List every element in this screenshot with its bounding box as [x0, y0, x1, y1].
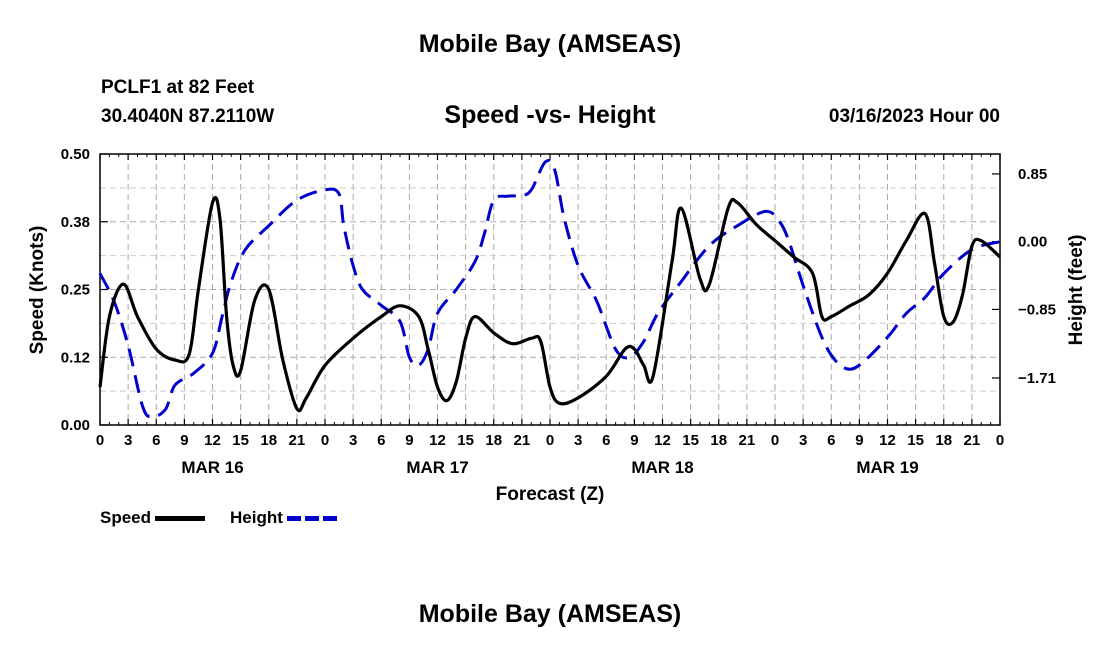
legend-height-swatch	[286, 515, 337, 521]
page-title: Mobile Bay (AMSEAS)	[418, 30, 682, 58]
footer-title: Mobile Bay (AMSEAS)	[418, 600, 682, 628]
left-tick-label: 0.38	[61, 214, 90, 231]
speed-series-line	[98, 196, 1002, 413]
x-day-label: MAR 16	[181, 458, 243, 477]
legend-speed-swatch	[155, 515, 206, 521]
x-tick-label: 18	[710, 432, 727, 449]
grid-lines	[100, 154, 1000, 425]
x-tick-label: 21	[964, 432, 981, 449]
x-tick-label: 0	[546, 432, 554, 449]
x-tick-label: 12	[204, 432, 221, 449]
left-tick-label: 0.25	[61, 282, 90, 299]
legend-height-label: Height	[230, 508, 283, 527]
x-tick-label: 21	[739, 432, 756, 449]
forecast-datetime: 03/16/2023 Hour 00	[828, 106, 1000, 127]
x-tick-label: 3	[799, 432, 807, 449]
x-tick-label: 21	[514, 432, 531, 449]
x-tick-label: 3	[349, 432, 357, 449]
x-axis-ticks: 0 3 6 9 12 15 18 21 0 3 6 9 12 15 18 21 0 3 6 9 12 15 18 21 0 3 6 9…	[96, 154, 1004, 449]
x-tick-label: 6	[377, 432, 385, 449]
x-tick-label: 18	[935, 432, 952, 449]
legend-speed: Speed	[100, 508, 206, 528]
x-tick-label: 9	[855, 432, 863, 449]
left-tick-label: 0.00	[61, 417, 90, 434]
station-coordinates: 30.4040N 87.2110W	[101, 106, 275, 127]
x-tick-label: 18	[260, 432, 277, 449]
x-tick-label: 15	[232, 432, 249, 449]
right-tick-label: −1.71	[1018, 370, 1056, 387]
right-tick-label: −0.85	[1018, 301, 1056, 318]
x-tick-label: 12	[654, 432, 671, 449]
x-tick-label: 6	[827, 432, 835, 449]
x-tick-label: 6	[152, 432, 160, 449]
x-tick-label: 3	[574, 432, 582, 449]
left-tick-label: 0.12	[61, 349, 90, 366]
right-tick-label: 0.00	[1018, 234, 1047, 251]
x-day-labels: MAR 16 MAR 17 MAR 18 MAR 19	[181, 458, 918, 477]
x-day-label: MAR 17	[406, 458, 468, 477]
x-axis-label: Forecast (Z)	[496, 484, 605, 505]
x-day-label: MAR 18	[631, 458, 693, 477]
x-tick-label: 18	[485, 432, 502, 449]
x-tick-label: 9	[405, 432, 413, 449]
x-tick-label: 0	[96, 432, 104, 449]
x-day-label: MAR 19	[856, 458, 918, 477]
x-tick-label: 3	[124, 432, 132, 449]
left-axis-ticks: 0.00 0.12 0.25 0.38 0.50	[61, 146, 108, 434]
right-tick-label: 0.85	[1018, 166, 1047, 183]
x-tick-label: 12	[879, 432, 896, 449]
x-tick-label: 15	[457, 432, 474, 449]
x-tick-label: 9	[180, 432, 188, 449]
station-label: PCLF1 at 82 Feet	[101, 77, 255, 98]
chart-subtitle: Speed -vs- Height	[444, 101, 656, 129]
x-tick-label: 9	[630, 432, 638, 449]
x-tick-label: 12	[429, 432, 446, 449]
x-tick-label: 0	[321, 432, 329, 449]
right-axis-ticks: 0.85 0.00 −0.85 −1.71	[992, 166, 1056, 387]
x-tick-label: 21	[289, 432, 306, 449]
x-tick-label: 6	[602, 432, 610, 449]
right-axis-label: Height (feet)	[1066, 235, 1087, 346]
left-axis-label: Speed (Knots)	[27, 226, 48, 355]
x-tick-label: 0	[771, 432, 779, 449]
x-tick-label: 0	[996, 432, 1004, 449]
legend-speed-label: Speed	[100, 508, 152, 527]
x-tick-label: 15	[682, 432, 699, 449]
left-tick-label: 0.50	[61, 146, 90, 163]
x-tick-label: 15	[907, 432, 924, 449]
legend-height: Height	[230, 508, 337, 528]
